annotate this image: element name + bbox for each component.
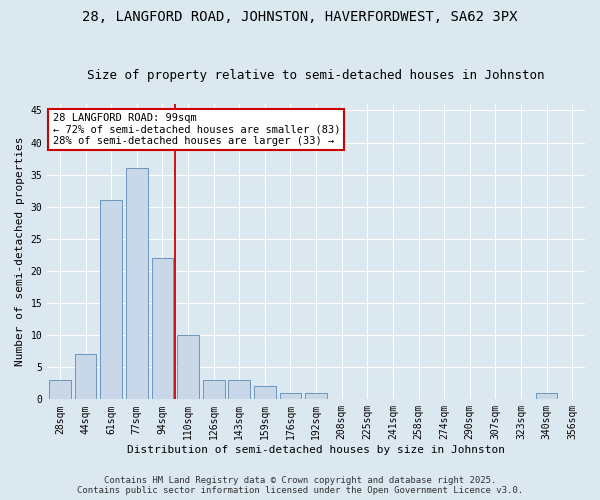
- Bar: [536, 393, 557, 400]
- Bar: [305, 393, 327, 400]
- Title: Size of property relative to semi-detached houses in Johnston: Size of property relative to semi-detach…: [88, 69, 545, 82]
- Bar: [177, 335, 199, 400]
- Y-axis label: Number of semi-detached properties: Number of semi-detached properties: [15, 137, 25, 366]
- Text: 28 LANGFORD ROAD: 99sqm
← 72% of semi-detached houses are smaller (83)
28% of se: 28 LANGFORD ROAD: 99sqm ← 72% of semi-de…: [53, 113, 340, 146]
- Bar: [49, 380, 71, 400]
- Bar: [229, 380, 250, 400]
- Bar: [100, 200, 122, 400]
- Bar: [254, 386, 276, 400]
- Bar: [126, 168, 148, 400]
- Text: Contains HM Land Registry data © Crown copyright and database right 2025.
Contai: Contains HM Land Registry data © Crown c…: [77, 476, 523, 495]
- X-axis label: Distribution of semi-detached houses by size in Johnston: Distribution of semi-detached houses by …: [127, 445, 505, 455]
- Bar: [203, 380, 224, 400]
- Bar: [280, 393, 301, 400]
- Text: 28, LANGFORD ROAD, JOHNSTON, HAVERFORDWEST, SA62 3PX: 28, LANGFORD ROAD, JOHNSTON, HAVERFORDWE…: [82, 10, 518, 24]
- Bar: [152, 258, 173, 400]
- Bar: [74, 354, 97, 400]
